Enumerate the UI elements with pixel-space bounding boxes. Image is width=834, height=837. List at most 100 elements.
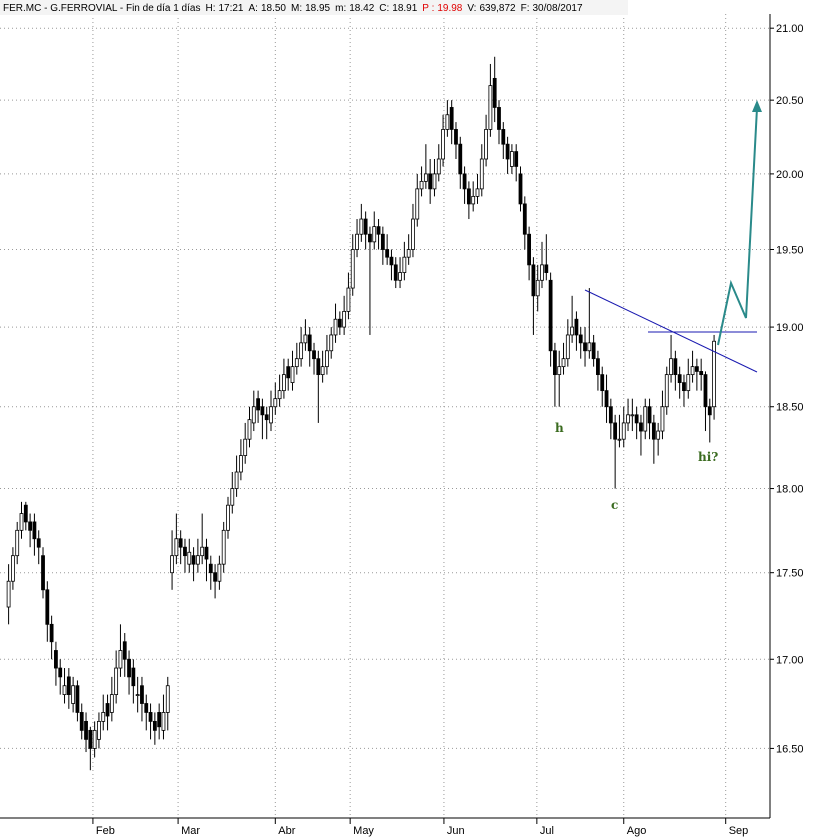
annotation: hi?	[698, 450, 718, 464]
candle-body	[368, 233, 372, 243]
header: FER.MC - G.FERROVIAL - Fin de día 1 días…	[3, 3, 583, 14]
candle-body	[372, 226, 377, 243]
candle-body	[174, 538, 179, 557]
candle-body	[621, 422, 626, 440]
candle-body	[673, 358, 678, 376]
header-value: 19.98	[437, 3, 462, 14]
candle-body	[707, 406, 712, 416]
candle-body	[445, 114, 450, 130]
header-value: 18.42	[349, 3, 374, 14]
candle-body	[200, 546, 205, 557]
candle-body	[458, 143, 463, 175]
candle-body	[509, 151, 514, 167]
candle-body	[544, 264, 549, 273]
candle-body	[479, 158, 484, 190]
candle-body	[183, 546, 187, 557]
candle-body	[488, 85, 493, 130]
x-tick-label: Ago	[627, 825, 647, 837]
candle-body	[23, 504, 28, 523]
candle-body	[41, 555, 45, 591]
candle-body	[548, 279, 553, 352]
header-value: 30/08/2017	[533, 3, 583, 14]
candle-body	[269, 406, 273, 424]
candle-body	[553, 350, 557, 376]
candle-body	[312, 350, 316, 360]
candle-body	[385, 249, 390, 258]
candle-body	[578, 334, 583, 344]
candle-body	[49, 623, 54, 643]
header-bar	[0, 0, 628, 15]
candle-body	[127, 658, 131, 678]
candle-body	[32, 521, 37, 540]
candle-body	[522, 203, 527, 235]
candle-body	[286, 366, 291, 379]
y-tick-label: 17.00	[776, 654, 804, 666]
candle-body	[415, 188, 420, 220]
candle-body	[161, 712, 166, 731]
candle-body	[651, 422, 656, 440]
candle-body	[686, 374, 691, 392]
candle-body	[647, 406, 652, 424]
header-value: 639,872	[479, 3, 516, 14]
header-value: 18.91	[392, 3, 417, 14]
header-value: 18.95	[305, 3, 330, 14]
candle-body	[428, 173, 433, 190]
candle-body	[36, 538, 41, 548]
candle-body	[596, 358, 600, 376]
x-tick-label: Abr	[278, 825, 295, 837]
x-tick-label: Sep	[729, 825, 749, 837]
candle-body	[703, 374, 708, 408]
candle-body	[282, 374, 286, 392]
candle-body	[66, 676, 71, 696]
candle-body	[195, 555, 200, 565]
candle-body	[299, 342, 304, 360]
candle-body	[230, 488, 235, 506]
candle-body	[45, 589, 50, 625]
candle-body	[238, 455, 243, 473]
header-label: C:	[379, 3, 389, 14]
candle-body	[62, 685, 67, 696]
header-label: m:	[335, 3, 346, 14]
candle-body	[97, 720, 101, 740]
header-label: M:	[291, 3, 302, 14]
candle-body	[398, 272, 402, 281]
x-tick-label: Jul	[540, 825, 554, 837]
candle-body	[251, 406, 256, 424]
candle-body	[376, 226, 381, 235]
candles	[6, 56, 716, 771]
header-label: F:	[521, 3, 530, 14]
candle-body	[19, 513, 24, 531]
candle-body	[325, 350, 329, 368]
candle-body	[557, 366, 562, 376]
candle-body	[191, 555, 196, 565]
candle-body	[583, 342, 587, 352]
y-tick-label: 18.50	[776, 402, 804, 414]
candle-body	[380, 233, 385, 250]
candle-body	[484, 129, 488, 160]
candle-body	[570, 326, 575, 336]
candle-body	[359, 218, 364, 235]
candle-body	[170, 555, 174, 574]
candle-body	[342, 311, 347, 328]
candle-body	[634, 414, 639, 424]
candle-body	[333, 318, 338, 336]
candle-body	[294, 358, 299, 368]
candle-body	[247, 419, 252, 440]
candle-body	[114, 667, 119, 696]
candle-body	[449, 107, 454, 130]
candle-body	[462, 173, 467, 190]
candle-body	[660, 406, 665, 432]
header-label: H:	[205, 3, 215, 14]
candle-body	[540, 264, 544, 281]
arrow-head	[752, 100, 762, 112]
candle-body	[492, 77, 497, 108]
grid	[0, 14, 770, 818]
y-tick-label: 19.00	[776, 322, 804, 334]
candle-body	[243, 438, 248, 456]
candle-body	[346, 287, 351, 312]
candle-body	[527, 233, 532, 266]
candle-body	[71, 685, 76, 704]
candle-body	[122, 641, 127, 660]
candle-body	[423, 173, 428, 182]
